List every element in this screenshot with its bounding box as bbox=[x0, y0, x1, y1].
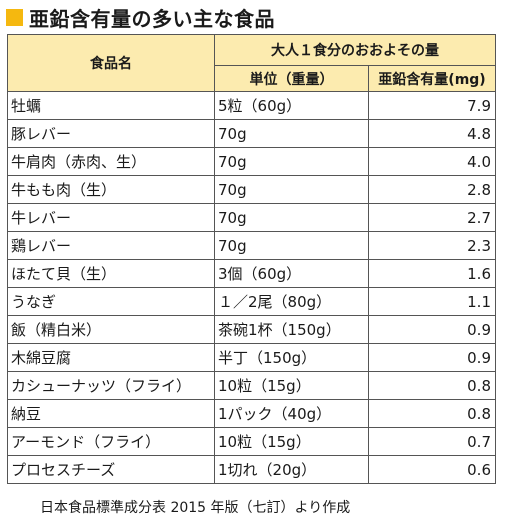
cell-unit: 5粒（60g） bbox=[214, 91, 369, 120]
cell-food-name: 木綿豆腐 bbox=[7, 343, 215, 372]
table-row: 飯（精白米） 茶碗1杯（150g） 0.9 bbox=[7, 315, 496, 344]
cell-unit: 70g bbox=[214, 203, 369, 232]
cell-zinc-value: 0.9 bbox=[368, 343, 496, 372]
header-serving-group: 大人１食分のおおよその量 bbox=[214, 34, 496, 66]
cell-food-name: アーモンド（フライ） bbox=[7, 427, 215, 456]
cell-unit: 茶碗1杯（150g） bbox=[214, 315, 369, 344]
cell-zinc-value: 1.6 bbox=[368, 259, 496, 288]
cell-food-name: 牛もも肉（生） bbox=[7, 175, 215, 204]
table-row: 豚レバー 70g 4.8 bbox=[7, 119, 496, 148]
cell-food-name: 納豆 bbox=[7, 399, 215, 428]
cell-food-name: 鶏レバー bbox=[7, 231, 215, 260]
cell-unit: 10粒（15g） bbox=[214, 427, 369, 456]
cell-unit: 半丁（150g） bbox=[214, 343, 369, 372]
table-row: プロセスチーズ 1切れ（20g） 0.6 bbox=[7, 455, 496, 484]
cell-zinc-value: 7.9 bbox=[368, 91, 496, 120]
header-zinc-content: 亜鉛含有量(mg) bbox=[368, 65, 496, 92]
cell-unit: 70g bbox=[214, 147, 369, 176]
cell-zinc-value: 0.6 bbox=[368, 455, 496, 484]
cell-unit: 70g bbox=[214, 175, 369, 204]
title-row: 亜鉛含有量の多い主な食品 bbox=[6, 4, 275, 31]
title-marker-square bbox=[6, 8, 23, 26]
table-row: カシューナッツ（フライ） 10粒（15g） 0.8 bbox=[7, 371, 496, 400]
cell-food-name: 飯（精白米） bbox=[7, 315, 215, 344]
page-title: 亜鉛含有量の多い主な食品 bbox=[29, 6, 275, 31]
cell-zinc-value: 1.1 bbox=[368, 287, 496, 316]
cell-food-name: うなぎ bbox=[7, 287, 215, 316]
table-row: アーモンド（フライ） 10粒（15g） 0.7 bbox=[7, 427, 496, 456]
table-row: 牡蠣 5粒（60g） 7.9 bbox=[7, 91, 496, 120]
cell-zinc-value: 0.9 bbox=[368, 315, 496, 344]
header-unit: 単位（重量） bbox=[214, 65, 369, 92]
cell-zinc-value: 2.7 bbox=[368, 203, 496, 232]
cell-unit: １／2尾（80g） bbox=[214, 287, 369, 316]
table-row: ほたて貝（生） 3個（60g） 1.6 bbox=[7, 259, 496, 288]
zinc-food-table: 食品名 大人１食分のおおよその量 単位（重量） 亜鉛含有量(mg) 牡蠣 5粒（6… bbox=[7, 34, 496, 484]
cell-unit: 1パック（40g） bbox=[214, 399, 369, 428]
cell-zinc-value: 0.7 bbox=[368, 427, 496, 456]
table-row: 牛肩肉（赤肉、生） 70g 4.0 bbox=[7, 147, 496, 176]
cell-food-name: ほたて貝（生） bbox=[7, 259, 215, 288]
cell-food-name: 牛レバー bbox=[7, 203, 215, 232]
cell-unit: 1切れ（20g） bbox=[214, 455, 369, 484]
table-row: 鶏レバー 70g 2.3 bbox=[7, 231, 496, 260]
cell-zinc-value: 2.3 bbox=[368, 231, 496, 260]
cell-food-name: 牛肩肉（赤肉、生） bbox=[7, 147, 215, 176]
cell-unit: 3個（60g） bbox=[214, 259, 369, 288]
source-note: 日本食品標準成分表 2015 年版（七訂）より作成 bbox=[40, 500, 351, 516]
table-row: 牛レバー 70g 2.7 bbox=[7, 203, 496, 232]
cell-zinc-value: 0.8 bbox=[368, 371, 496, 400]
table-row: うなぎ １／2尾（80g） 1.1 bbox=[7, 287, 496, 316]
cell-food-name: 牡蠣 bbox=[7, 91, 215, 120]
cell-zinc-value: 2.8 bbox=[368, 175, 496, 204]
table-row: 牛もも肉（生） 70g 2.8 bbox=[7, 175, 496, 204]
cell-zinc-value: 4.0 bbox=[368, 147, 496, 176]
cell-food-name: 豚レバー bbox=[7, 119, 215, 148]
cell-zinc-value: 4.8 bbox=[368, 119, 496, 148]
cell-unit: 10粒（15g） bbox=[214, 371, 369, 400]
cell-food-name: プロセスチーズ bbox=[7, 455, 215, 484]
cell-unit: 70g bbox=[214, 231, 369, 260]
cell-unit: 70g bbox=[214, 119, 369, 148]
table-row: 納豆 1パック（40g） 0.8 bbox=[7, 399, 496, 428]
table-row: 木綿豆腐 半丁（150g） 0.9 bbox=[7, 343, 496, 372]
cell-zinc-value: 0.8 bbox=[368, 399, 496, 428]
header-food-name: 食品名 bbox=[7, 34, 215, 92]
cell-food-name: カシューナッツ（フライ） bbox=[7, 371, 215, 400]
